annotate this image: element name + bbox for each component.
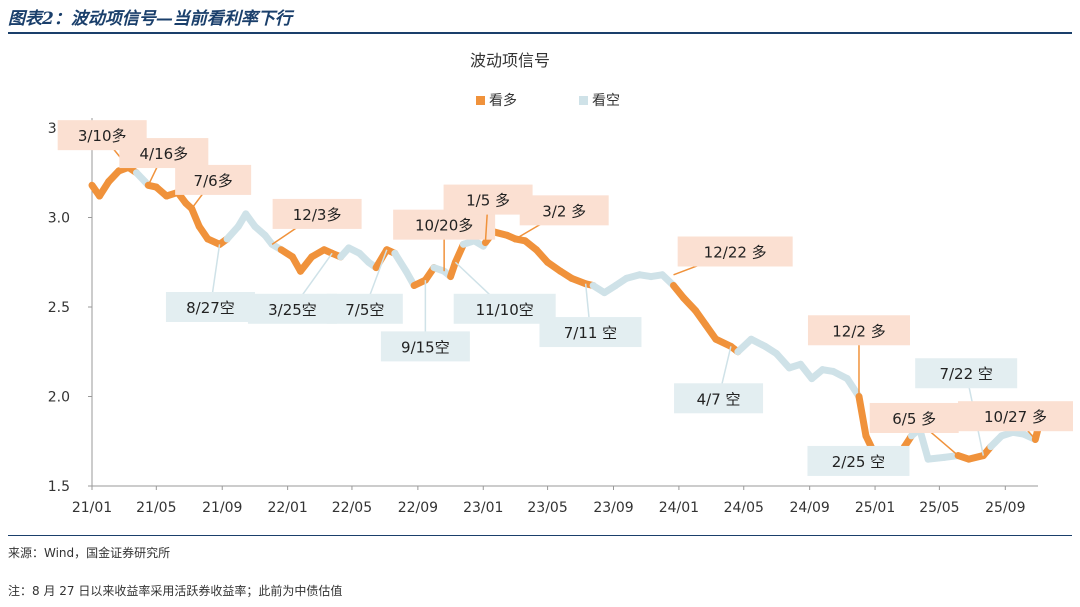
note-text: 注：8 月 27 日以来收益率采用活跃券收益率；此前为中债估值 [8,584,343,598]
annotation-label: 3/2 多 [542,202,586,220]
annotation-label: 6/5 多 [892,410,936,428]
axes: 1.52.02.53.03.521/0121/0521/0922/0122/05… [48,118,1038,516]
annotation-box [674,383,764,414]
y-tick-label: 2.5 [48,300,70,316]
legend-label-bull: 看多 [489,92,517,109]
y-tick-label: 1.5 [48,479,70,495]
x-tick-label: 23/05 [527,500,567,516]
figure-title: 图表2：波动项信号—当前看利率下行 [8,9,292,29]
legend: 看多 看空 [476,92,620,109]
annotation-label: 7/6多 [194,172,233,190]
annotation-label: 7/5空 [345,301,384,319]
annotation-label: 3/10多 [78,127,127,145]
annotation-box [957,401,1073,432]
annotation-box [175,164,252,195]
annotation-label: 4/7 空 [697,390,741,408]
x-tick-label: 22/09 [398,500,438,516]
annotation-label: 10/20多 [415,217,473,235]
annotation-box [443,184,533,215]
x-tick-label: 23/01 [463,500,503,516]
annotation-box [807,445,910,476]
series-segment-bull [855,393,870,440]
annotation-label: 2/25 空 [832,453,885,471]
legend-swatch-bear [579,96,588,105]
annotation-box [869,402,959,433]
x-tick-label: 22/01 [267,500,307,516]
legend-swatch-bull [476,96,485,105]
annotation-box [247,293,337,324]
annotation-label: 12/2 多 [832,322,885,340]
annotation-box [519,195,609,226]
annotation-box [539,317,642,348]
x-tick-label: 25/01 [855,500,895,516]
x-tick-label: 24/05 [724,500,764,516]
annotation-layer: 3/10多 4/16多 7/6多 12/3多 8/27空 3/25空 7/5空 9/15空 10… [57,120,1073,476]
annotation-label: 1/5 多 [466,192,510,210]
annotation-label: 9/15空 [401,338,450,356]
annotation-box [326,293,403,324]
x-tick-label: 22/05 [332,500,372,516]
annotation-label: 11/10空 [476,301,534,319]
annotation-label: 12/22 多 [704,244,767,262]
series-segment-bear [391,249,410,275]
annotation-box [165,292,255,322]
series-segment-bear [843,375,863,400]
y-tick-label: 2.0 [48,390,70,406]
y-tick-label: 3.0 [48,211,70,227]
annotation-box [677,236,793,267]
bottom-rule [8,535,1072,536]
x-tick-label: 25/09 [985,500,1025,516]
chart-title: 波动项信号 [470,51,550,70]
annotation-box [380,331,470,362]
annotation-label: 10/27 多 [984,408,1047,426]
legend-label-bear: 看空 [592,93,620,109]
annotation-box [272,198,362,229]
x-tick-label: 21/09 [202,500,242,516]
top-rule [8,32,1072,34]
annotation-label: 7/22 空 [939,365,992,383]
x-tick-label: 23/09 [593,500,633,516]
annotation-box [119,138,209,169]
annotation-label: 8/27空 [186,299,235,317]
x-tick-label: 24/09 [789,500,829,516]
annotation-label: 7/11 空 [564,324,617,342]
source-text: 来源：Wind，国金证券研究所 [8,546,171,560]
x-tick-label: 25/05 [919,500,959,516]
annotation-label: 3/25空 [268,301,317,319]
annotation-label: 4/16多 [139,145,188,163]
annotation-box [915,358,1018,389]
x-tick-label: 24/01 [659,500,699,516]
series-segment-bear [916,425,932,463]
annotation-box [453,293,556,324]
annotation-box [393,209,496,240]
annotation-box [807,315,910,346]
x-tick-label: 21/05 [136,500,176,516]
annotation-label: 12/3多 [293,206,342,224]
x-tick-label: 21/01 [72,500,112,516]
